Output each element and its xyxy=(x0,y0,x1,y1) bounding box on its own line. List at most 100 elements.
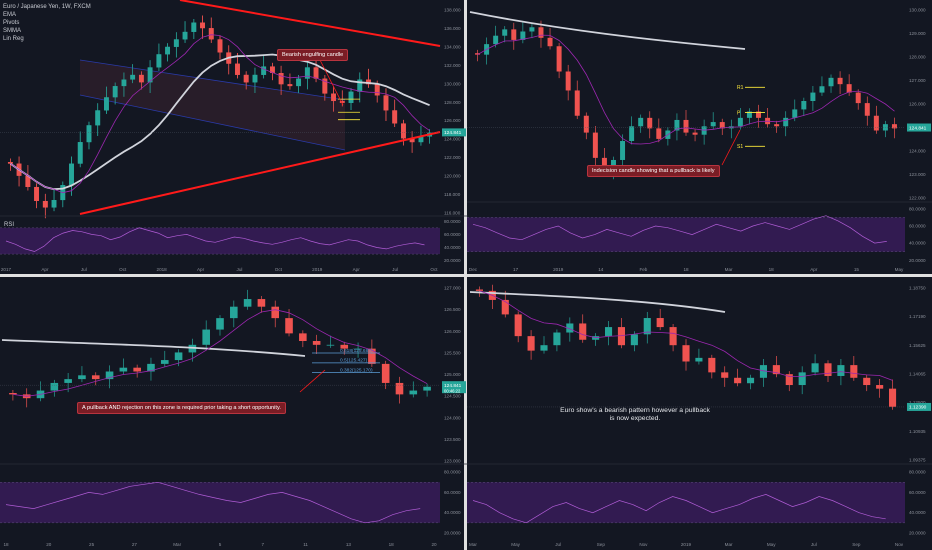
bl-candle xyxy=(105,371,114,380)
tr-y-tick: 122.000 xyxy=(909,196,926,201)
tl-candle xyxy=(165,46,170,55)
tl-x-tick: Jul xyxy=(237,267,243,272)
tr-candle xyxy=(556,46,562,72)
tr-x-tick: 15 xyxy=(854,267,860,272)
br-x-tick: Nov xyxy=(895,542,904,547)
tl-x-tick: 2018 xyxy=(157,267,168,272)
br-x-tick: Sep xyxy=(597,542,606,547)
bl-x-tick: 27 xyxy=(132,542,138,547)
bl-y-tick: 127.000 xyxy=(444,286,461,291)
rsi-bl-y-tick: 40.0000 xyxy=(444,510,461,515)
tr-candle xyxy=(783,117,789,127)
bl-price-tag-sub: 00:46:22 xyxy=(444,389,461,394)
tl-x-tick: Jul xyxy=(81,267,87,272)
tl-candle xyxy=(339,101,345,103)
tl-candle xyxy=(392,110,398,124)
tl-x-tick: Apr xyxy=(353,267,361,272)
tl-candle xyxy=(208,28,214,40)
br-x-tick: Jul xyxy=(555,542,561,547)
bl-candle xyxy=(230,306,238,319)
tl-candle xyxy=(357,79,363,92)
tl-y-tick: 120.000 xyxy=(444,174,461,179)
tr-candle xyxy=(846,84,852,93)
br-candle xyxy=(837,365,845,376)
tl-y-tick: 128.000 xyxy=(444,100,461,105)
bl-fib-label-1: 0.5(125.427) xyxy=(340,358,368,364)
tr-candle xyxy=(502,29,508,36)
bl-ema-purple xyxy=(12,309,428,397)
br-candle xyxy=(514,314,522,337)
bl-callout-pointer xyxy=(299,369,326,393)
callout-bearish-engulfing: Bearish engulfing candle xyxy=(277,49,349,61)
br-candle xyxy=(708,357,716,373)
tr-ema-purple xyxy=(477,34,895,145)
br-y-tick: 1.15625 xyxy=(909,343,926,348)
tl-candle xyxy=(173,39,179,47)
legend-linreg[interactable]: Lin Reg xyxy=(3,36,24,42)
rsi-bl-y-tick: 60.0000 xyxy=(444,490,461,495)
tl-candle xyxy=(42,200,48,208)
tl-candle xyxy=(156,54,162,68)
tl-candle xyxy=(313,67,319,79)
tl-candle xyxy=(348,91,354,103)
tl-candle xyxy=(112,86,118,98)
rsi-tr-band xyxy=(467,217,905,252)
bl-candle xyxy=(174,352,183,361)
bl-y-tick: 125.500 xyxy=(444,350,461,355)
bl-candle xyxy=(202,329,210,345)
br-candle xyxy=(579,323,587,340)
tr-y-tick: 128.000 xyxy=(909,55,926,60)
br-candle xyxy=(501,299,509,315)
tr-candle xyxy=(538,27,544,38)
br-x-tick: 2019 xyxy=(681,542,692,547)
tl-y-tick: 138.000 xyxy=(444,8,461,13)
bl-y-tick: 124.000 xyxy=(444,415,461,420)
tr-pivot-label-p: P xyxy=(737,110,741,116)
br-candle xyxy=(811,363,819,373)
br-candle xyxy=(682,345,690,362)
bl-candle xyxy=(147,363,155,372)
tl-y-tick: 132.000 xyxy=(444,63,461,68)
legend-pivots[interactable]: Pivots xyxy=(3,20,20,26)
tl-candle xyxy=(331,93,336,102)
tr-x-tick: Dec xyxy=(469,267,478,272)
tr-callout-pointer xyxy=(721,129,741,166)
tl-candle xyxy=(409,138,415,143)
tr-x-tick: Feb xyxy=(639,267,647,272)
tr-candle xyxy=(638,117,644,127)
br-candle xyxy=(863,377,871,386)
bl-x-tick: 18 xyxy=(389,542,395,547)
br-x-tick: Jul xyxy=(811,542,817,547)
tl-price-tag-bg xyxy=(442,128,466,137)
legend-ema[interactable]: EMA xyxy=(3,12,17,18)
tl-candle xyxy=(138,74,144,83)
rsi-br-line xyxy=(472,494,886,524)
tr-x-tick: 18 xyxy=(683,267,689,272)
bl-x-tick: 25 xyxy=(89,542,95,547)
bl-candle xyxy=(271,306,280,319)
tl-candle xyxy=(252,74,258,83)
tl-x-tick: 2017 xyxy=(1,267,12,272)
tr-candle xyxy=(683,119,689,133)
tl-candle xyxy=(287,84,293,87)
bl-x-tick: 13 xyxy=(346,542,352,547)
bl-y-tick: 124.500 xyxy=(444,394,461,399)
tr-candle xyxy=(855,92,861,104)
tr-candle xyxy=(837,77,843,85)
br-candle xyxy=(772,365,780,375)
br-candle xyxy=(850,365,858,378)
tr-pivot-label-r1: R1 xyxy=(737,85,744,91)
tr-pivot-label-s1: S1 xyxy=(737,144,743,150)
tl-regression-upper xyxy=(79,59,346,101)
br-candle xyxy=(553,332,561,346)
bl-candle xyxy=(340,344,349,349)
tr-candle xyxy=(737,117,743,127)
tl-candle xyxy=(278,73,284,85)
rsi-tl-y-tick: 80.0000 xyxy=(444,219,461,224)
rsi-bl-band xyxy=(0,482,440,523)
legend-smma[interactable]: SMMA xyxy=(3,28,21,34)
br-candle xyxy=(656,318,664,328)
tl-regression-channel xyxy=(80,60,345,150)
tr-candle xyxy=(710,122,716,127)
